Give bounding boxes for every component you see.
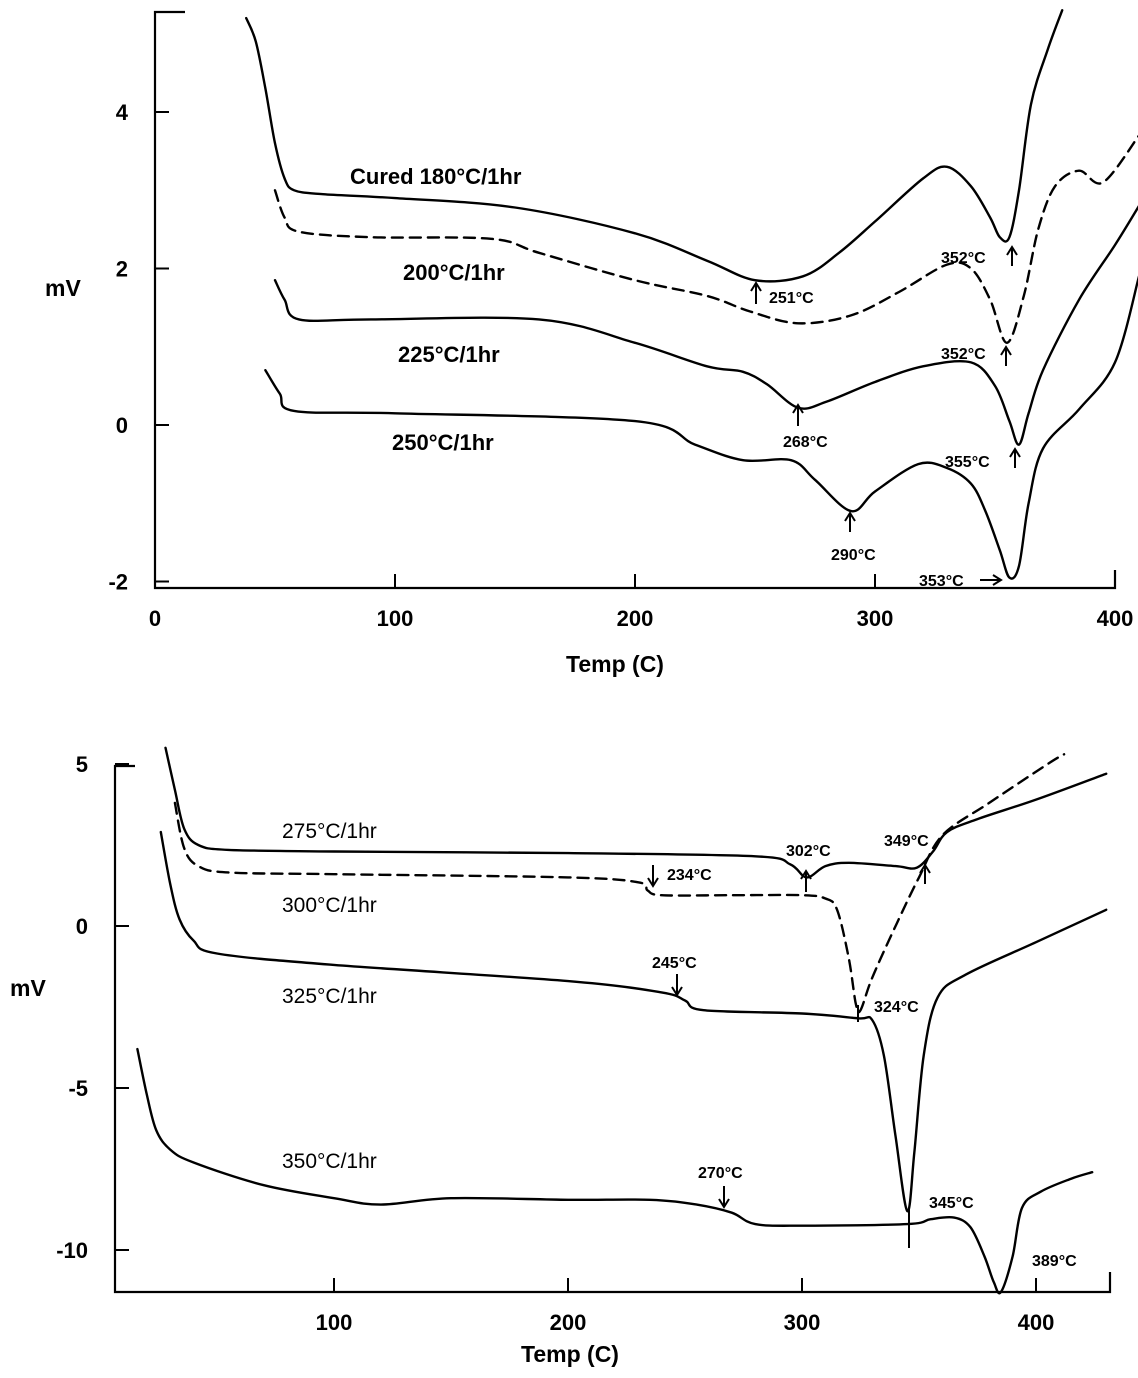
x-tick-label-200: 200 — [617, 606, 654, 631]
x-tick-label-400: 400 — [1097, 606, 1134, 631]
y-tick-label-4: 4 — [116, 100, 129, 125]
series-line-1-2 — [159, 830, 1108, 1213]
bottom-panel-axis-frame — [113, 764, 1112, 1294]
series-line-0-3 — [264, 275, 1138, 580]
x-tick-label-400: 400 — [1018, 1310, 1055, 1335]
x-tick-label-300: 300 — [784, 1310, 821, 1335]
series-label-250: 250°C/1hr — [392, 430, 494, 455]
y-tick-label-0: 0 — [76, 914, 88, 939]
y-tick-label--2: -2 — [108, 570, 128, 595]
top-panel-curves — [245, 9, 1138, 580]
annotation-352-b: 352°C — [941, 346, 986, 363]
x-tick-label-300: 300 — [857, 606, 894, 631]
annotation-355: 355°C — [945, 454, 990, 471]
series-label-cured-180: Cured 180°C/1hr — [350, 164, 522, 189]
top-panel: 0 100 200 300 400 -2 0 2 4 mV Temp (C) Cured 180… — [45, 9, 1138, 677]
series-line-0-1 — [273, 134, 1138, 344]
series-line-1-3 — [136, 1047, 1094, 1295]
annotation-302: 302°C — [786, 843, 831, 860]
y-tick-label-5: 5 — [76, 752, 88, 777]
x-tick-label-200: 200 — [550, 1310, 587, 1335]
top-panel-ticks: 0 100 200 300 400 -2 0 2 4 — [108, 100, 1133, 631]
annotation-324: 324°C — [874, 999, 919, 1016]
series-label-350: 350°C/1hr — [282, 1150, 377, 1173]
y-tick-label--10: -10 — [56, 1238, 88, 1263]
annotation-251: 251°C — [769, 290, 814, 307]
series-label-200: 200°C/1hr — [403, 260, 505, 285]
annotation-353: 353°C — [919, 573, 964, 590]
annotation-345: 345°C — [929, 1195, 974, 1212]
x-tick-label-100: 100 — [377, 606, 414, 631]
top-panel-y-axis-label: mV — [45, 275, 81, 301]
bottom-panel-x-axis-label: Temp (C) — [521, 1341, 619, 1367]
y-tick-label-2: 2 — [116, 257, 128, 282]
annotation-389: 389°C — [1032, 1253, 1077, 1270]
bottom-panel-ticks: 100 200 300 400 -10 -5 0 5 — [56, 752, 1054, 1335]
series-label-325: 325°C/1hr — [282, 985, 377, 1008]
series-line-1-0 — [164, 746, 1108, 879]
series-label-300: 300°C/1hr — [282, 894, 377, 917]
y-tick-label--5: -5 — [68, 1076, 88, 1101]
bottom-panel-y-axis-label: mV — [10, 975, 46, 1001]
annotation-234: 234°C — [667, 867, 712, 884]
annotation-245: 245°C — [652, 955, 697, 972]
bottom-panel: 100 200 300 400 -10 -5 0 5 mV Temp (C) 275°C/1h… — [10, 746, 1112, 1367]
x-tick-label-0: 0 — [149, 606, 161, 631]
series-label-275: 275°C/1hr — [282, 820, 377, 843]
annotation-270: 270°C — [698, 1165, 743, 1182]
annotation-268: 268°C — [783, 434, 828, 451]
top-panel-axis-frame — [153, 10, 1117, 590]
annotation-352-a: 352°C — [941, 250, 986, 267]
annotation-290: 290°C — [831, 547, 876, 564]
top-panel-x-axis-label: Temp (C) — [566, 651, 664, 677]
annotation-349: 349°C — [884, 833, 929, 850]
series-line-0-2 — [273, 205, 1138, 446]
series-line-0-0 — [245, 9, 1064, 283]
top-panel-annotation-arrows — [750, 245, 1021, 586]
bottom-panel-annotation-arrows — [647, 863, 931, 1248]
x-tick-label-100: 100 — [316, 1310, 353, 1335]
y-tick-label-0: 0 — [116, 413, 128, 438]
series-label-225: 225°C/1hr — [398, 342, 500, 367]
series-line-1-1 — [173, 753, 1066, 1014]
